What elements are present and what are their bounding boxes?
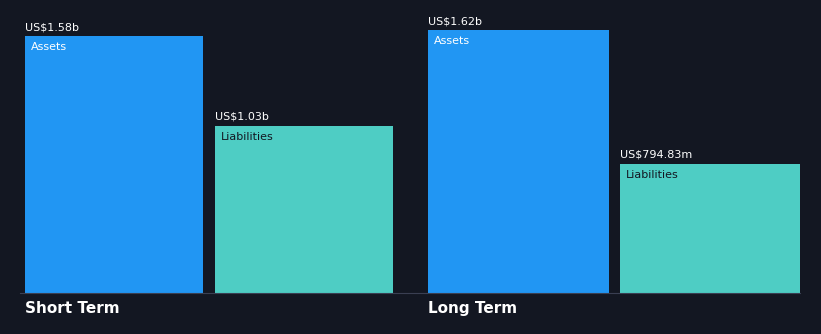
Bar — [25, 36, 203, 293]
Text: US$794.83m: US$794.83m — [620, 150, 692, 160]
Text: Assets: Assets — [434, 36, 470, 46]
Text: Short Term: Short Term — [25, 301, 120, 316]
Bar — [215, 126, 393, 293]
Text: US$1.62b: US$1.62b — [428, 16, 482, 26]
Text: Long Term: Long Term — [428, 301, 517, 316]
Bar — [428, 30, 609, 293]
Text: Liabilities: Liabilities — [626, 170, 679, 180]
Text: US$1.58b: US$1.58b — [25, 22, 79, 32]
Bar — [620, 164, 800, 293]
Text: Assets: Assets — [31, 42, 67, 52]
Text: US$1.03b: US$1.03b — [215, 112, 268, 122]
Text: Liabilities: Liabilities — [221, 132, 273, 142]
